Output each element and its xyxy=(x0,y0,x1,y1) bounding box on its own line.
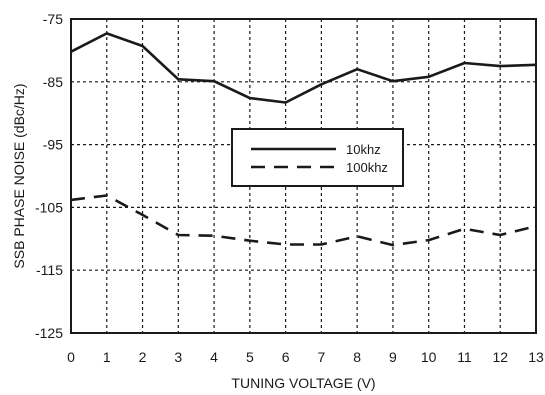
x-tick-label: 13 xyxy=(528,349,544,365)
x-axis-label: TUNING VOLTAGE (V) xyxy=(231,375,375,391)
x-tick-labels: 0 1 2 3 4 5 6 7 8 9 10 11 12 13 xyxy=(67,349,544,365)
y-tick-label: -105 xyxy=(35,199,63,215)
y-tick-labels: -75 -85 -95 -105 -115 -125 xyxy=(35,11,63,341)
y-tick-label: -95 xyxy=(43,137,63,153)
x-tick-label: 0 xyxy=(67,349,75,365)
plot-frame xyxy=(70,18,537,334)
x-tick-label: 6 xyxy=(282,349,290,365)
legend-label-100khz: 100khz xyxy=(346,160,388,175)
x-tick-label: 12 xyxy=(492,349,508,365)
series-line-100khz xyxy=(70,194,537,247)
x-tick-label: 11 xyxy=(457,349,472,365)
x-tick-label: 5 xyxy=(246,349,254,365)
y-axis-label: SSB PHASE NOISE (dBc/Hz) xyxy=(11,83,27,268)
x-tick-label: 3 xyxy=(174,349,182,365)
y-tick-label: -115 xyxy=(36,262,63,278)
legend: 10khz 100khz xyxy=(231,128,404,187)
series-line-10khz xyxy=(70,32,537,104)
y-tick-label: -75 xyxy=(43,11,63,27)
x-tick-label: 8 xyxy=(353,349,361,365)
y-tick-label: -85 xyxy=(43,74,63,90)
x-tick-label: 7 xyxy=(317,349,325,365)
series-lines xyxy=(70,32,537,247)
legend-label-10khz: 10khz xyxy=(346,142,381,157)
x-tick-label: 2 xyxy=(139,349,147,365)
x-tick-label: 9 xyxy=(389,349,397,365)
legend-box xyxy=(231,128,404,187)
y-tick-label: -125 xyxy=(35,325,63,341)
x-tick-label: 4 xyxy=(210,349,218,365)
x-tick-label: 10 xyxy=(421,349,437,365)
x-tick-label: 1 xyxy=(103,349,111,365)
